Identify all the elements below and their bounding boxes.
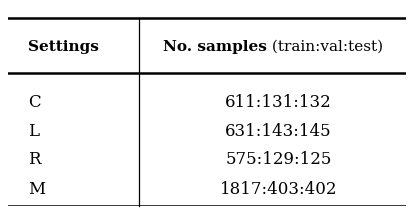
Text: R: R <box>28 151 40 168</box>
Text: (train:val:test): (train:val:test) <box>266 39 382 54</box>
Text: 1817:403:402: 1817:403:402 <box>219 181 337 198</box>
Text: No. samples: No. samples <box>162 39 266 54</box>
Text: M: M <box>28 181 45 198</box>
Text: C: C <box>28 94 40 112</box>
Text: L: L <box>28 123 39 140</box>
Text: 631:143:145: 631:143:145 <box>225 123 331 140</box>
Text: 575:129:125: 575:129:125 <box>225 151 331 168</box>
Text: Settings: Settings <box>28 39 99 54</box>
Text: 611:131:132: 611:131:132 <box>225 94 331 112</box>
